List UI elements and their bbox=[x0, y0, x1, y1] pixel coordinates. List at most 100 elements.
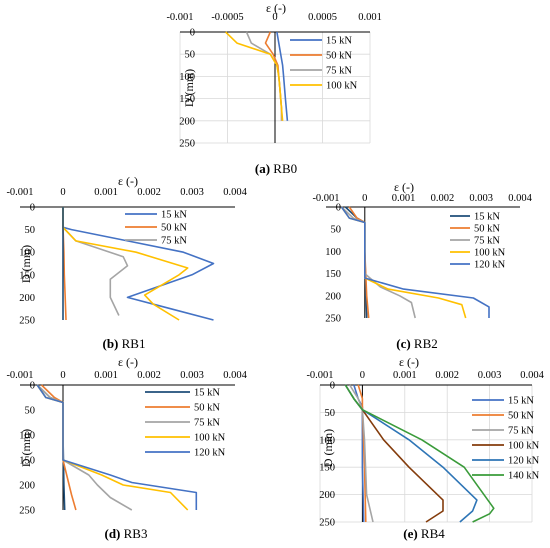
chart-rb4: -0.001 0 0.001 0.002 0.003 0.0040501001502002… bbox=[306, 355, 544, 541]
x-tick-label: -0.001 bbox=[306, 370, 333, 381]
x-tick-label: 0.003 bbox=[469, 193, 493, 204]
y-tick-label: 150 bbox=[19, 456, 35, 467]
legend-label: 100 kN bbox=[194, 433, 226, 444]
y-tick-label: 150 bbox=[179, 94, 195, 105]
series-line-3 bbox=[340, 206, 467, 319]
caption-name: RB3 bbox=[124, 526, 148, 541]
series-line-2 bbox=[340, 206, 416, 319]
x-tick-label: 0.002 bbox=[431, 193, 455, 204]
y-axis-title: D (mm) bbox=[19, 429, 33, 467]
y-tick-label: 250 bbox=[19, 506, 35, 517]
legend-label: 50 kN bbox=[194, 403, 220, 414]
x-axis-title: ε (-) bbox=[118, 174, 138, 188]
y-axis-title: D (mm) bbox=[321, 429, 335, 467]
chart-caption: (e) RB4 bbox=[403, 526, 445, 541]
y-tick-label: 50 bbox=[185, 50, 196, 61]
y-tick-label: 0 bbox=[336, 203, 341, 214]
x-tick-label: -0.001 bbox=[6, 187, 33, 198]
series-line-0 bbox=[276, 31, 289, 121]
y-tick-label: 200 bbox=[325, 291, 341, 302]
x-tick-label: 0 bbox=[272, 12, 277, 23]
legend-label: 75 kN bbox=[161, 236, 187, 247]
chart-caption: (a) RB0 bbox=[255, 161, 297, 176]
series-line-2 bbox=[62, 207, 129, 316]
chart-rb2: -0.001 0 0.001 0.002 0.003 0.0040501001502002… bbox=[312, 180, 532, 351]
caption-name: RB1 bbox=[122, 336, 146, 351]
x-tick-label: 0.004 bbox=[223, 370, 247, 381]
caption-letter: (b) bbox=[103, 336, 119, 351]
y-tick-label: 200 bbox=[19, 293, 35, 304]
y-tick-label: 250 bbox=[319, 518, 335, 529]
series-line-4 bbox=[36, 384, 198, 510]
x-tick-label: -0.0005 bbox=[211, 12, 243, 23]
x-tick-label: 0 bbox=[60, 370, 65, 381]
x-tick-label: 0.002 bbox=[435, 370, 459, 381]
x-tick-label: 0.002 bbox=[137, 370, 161, 381]
y-tick-label: 100 bbox=[319, 435, 335, 446]
series-line-3 bbox=[62, 207, 189, 321]
x-tick-label: 0.003 bbox=[478, 370, 502, 381]
y-tick-label: 200 bbox=[179, 116, 195, 127]
legend-label: 15 kN bbox=[474, 212, 500, 223]
x-tick-label: 0.001 bbox=[94, 370, 118, 381]
chart-rb0: -0.001 -0.0005 0 0.0005 0.001 0 50 100 150 200 250… bbox=[166, 1, 381, 176]
legend-label: 75 kN bbox=[474, 236, 500, 247]
y-tick-label: 50 bbox=[325, 408, 336, 419]
legend-label: 120 kN bbox=[194, 448, 226, 459]
series-line-5 bbox=[344, 384, 495, 523]
legend-label: 140 kN bbox=[508, 471, 540, 482]
legend-label: 50 kN bbox=[326, 51, 352, 62]
x-tick-label: 0 bbox=[60, 187, 65, 198]
y-tick-label: 0 bbox=[330, 381, 335, 392]
series-line-0 bbox=[62, 207, 215, 321]
legend-label: 100 kN bbox=[508, 441, 540, 452]
y-tick-label: 150 bbox=[319, 463, 335, 474]
legend-label: 50 kN bbox=[508, 411, 534, 422]
legend-label: 100 kN bbox=[474, 248, 506, 259]
x-tick-label: 0.002 bbox=[137, 187, 161, 198]
x-tick-label: 0.001 bbox=[392, 193, 416, 204]
x-tick-label: -0.001 bbox=[6, 370, 33, 381]
x-tick-label: -0.001 bbox=[312, 193, 339, 204]
series-line-0 bbox=[36, 384, 66, 511]
caption-letter: (e) bbox=[403, 526, 417, 541]
y-tick-label: 50 bbox=[25, 225, 36, 236]
y-tick-label: 250 bbox=[325, 314, 341, 325]
y-tick-label: 0 bbox=[30, 381, 35, 392]
x-tick-label: 0.003 bbox=[180, 187, 204, 198]
y-tick-label: 0 bbox=[190, 28, 195, 39]
chart-rb1: -0.001 0 0.001 0.002 0.003 0.004 0 50 100 150 200 2… bbox=[6, 174, 247, 351]
chart-caption: (c) RB2 bbox=[396, 336, 438, 351]
x-tick-label: 0.004 bbox=[223, 187, 247, 198]
x-axis-title: ε (-) bbox=[399, 355, 419, 369]
caption-name: RB2 bbox=[414, 336, 438, 351]
series-line-3 bbox=[225, 31, 284, 121]
x-tick-label: 0.001 bbox=[94, 187, 118, 198]
legend-label: 50 kN bbox=[474, 224, 500, 235]
series-line-2 bbox=[349, 384, 374, 523]
legend-label: 120 kN bbox=[474, 260, 506, 271]
chart-caption: (d) RB3 bbox=[105, 526, 148, 541]
y-tick-label: 250 bbox=[19, 316, 35, 327]
y-tick-label: 250 bbox=[179, 139, 195, 150]
x-axis-title: ε (-) bbox=[118, 355, 138, 369]
y-tick-label: 100 bbox=[19, 248, 35, 259]
x-tick-label: 0.001 bbox=[358, 12, 382, 23]
legend-label: 100 kN bbox=[326, 81, 358, 92]
y-tick-label: 0 bbox=[30, 203, 35, 214]
y-tick-label: 100 bbox=[19, 431, 35, 442]
legend-label: 15 kN bbox=[161, 210, 187, 221]
y-tick-label: 150 bbox=[325, 269, 341, 280]
y-tick-label: 100 bbox=[325, 247, 341, 258]
caption-letter: (d) bbox=[105, 526, 121, 541]
y-tick-label: 150 bbox=[19, 270, 35, 281]
y-tick-label: 200 bbox=[19, 481, 35, 492]
chart-caption: (b) RB1 bbox=[103, 336, 146, 351]
legend-label: 75 kN bbox=[326, 66, 352, 77]
legend-label: 15 kN bbox=[194, 388, 220, 399]
legend-label: 75 kN bbox=[194, 418, 220, 429]
y-tick-label: 50 bbox=[331, 225, 342, 236]
legend-label: 120 kN bbox=[508, 456, 540, 467]
series-line-1 bbox=[357, 384, 367, 523]
x-tick-label: -0.001 bbox=[166, 12, 193, 23]
